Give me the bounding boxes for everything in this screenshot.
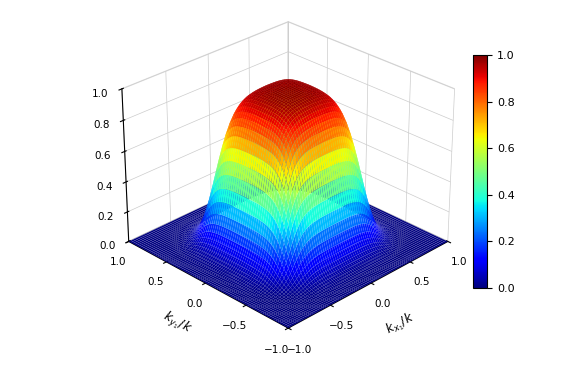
Y-axis label: $k_{y_1}/k$: $k_{y_1}/k$ (159, 308, 194, 339)
X-axis label: $k_{x_1}/k$: $k_{x_1}/k$ (382, 309, 418, 339)
